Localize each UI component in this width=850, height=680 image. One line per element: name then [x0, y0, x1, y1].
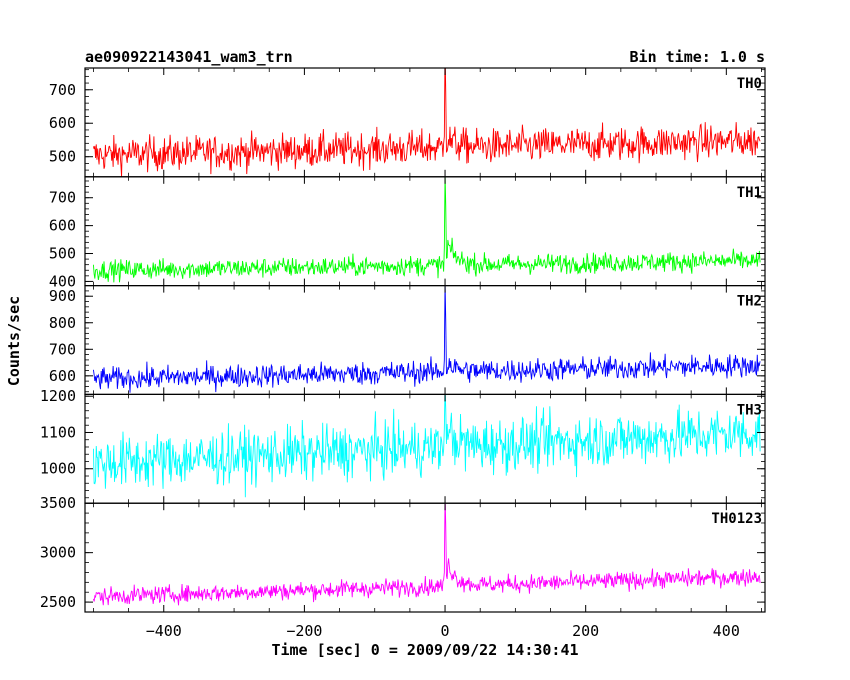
y-tick-label: 1200: [40, 387, 76, 405]
y-tick-label: 3500: [40, 494, 76, 512]
y-tick-label: 800: [49, 314, 76, 332]
panel-th1: 400 500 600 700 TH1: [49, 176, 766, 290]
x-tick-label: 400: [713, 622, 740, 640]
bin-time-label: Bin time: 1.0 s: [630, 48, 765, 66]
y-tick-label: 400: [49, 272, 76, 290]
series-line-th2: [92, 285, 761, 393]
y-tick-label: 500: [49, 148, 76, 166]
y-tick-label: 1000: [40, 460, 76, 478]
x-tick-label: −400: [146, 622, 182, 640]
series-line-th1: [92, 176, 761, 283]
x-axis-label: Time [sec] 0 = 2009/09/22 14:30:41: [271, 641, 578, 659]
panel-th3: 1000 1100 1200 TH3: [40, 387, 766, 504]
y-tick-label: 900: [49, 287, 76, 305]
panel-frame: [84, 502, 766, 613]
y-tick-label: 700: [49, 340, 76, 358]
series-line-th0123: [93, 503, 761, 606]
y-tick-label: 600: [49, 114, 76, 132]
series-label-th2: TH2: [737, 294, 762, 310]
y-tick-label: 700: [49, 81, 76, 99]
y-tick-label: 3000: [40, 544, 76, 562]
y-tick-label: 500: [49, 245, 76, 263]
y-tick-label: 600: [49, 217, 76, 235]
series-label-th3: TH3: [737, 402, 762, 418]
panel-frame: [84, 176, 766, 287]
series-label-th1: TH1: [737, 185, 762, 201]
panel-th2: 600 700 800 900 TH2: [49, 285, 766, 396]
x-axis: −400 −200 0 200 400: [146, 622, 740, 640]
chart-title: ae090922143041_wam3_trn: [85, 48, 293, 66]
x-tick-label: 0: [441, 622, 450, 640]
y-tick-label: 600: [49, 367, 76, 385]
y-tick-label: 1100: [40, 423, 76, 441]
x-tick-label: −200: [286, 622, 322, 640]
panels-group: 500 600 700 TH0 400 500 600 700 TH1 600 700 800 900 T…: [40, 67, 766, 613]
series-line-th0: [93, 68, 761, 177]
x-tick-label: 200: [572, 622, 599, 640]
panel-frame: [84, 67, 766, 178]
series-label-th0: TH0: [737, 76, 762, 92]
y-tick-label: 700: [49, 189, 76, 207]
y-axis-label: Counts/sec: [5, 296, 23, 386]
y-tick-label: 2500: [40, 593, 76, 611]
series-label-th0123: TH0123: [711, 511, 762, 527]
series-line-th3: [92, 394, 761, 498]
panel-th0123: 2500 3000 3500 TH0123: [40, 494, 766, 613]
